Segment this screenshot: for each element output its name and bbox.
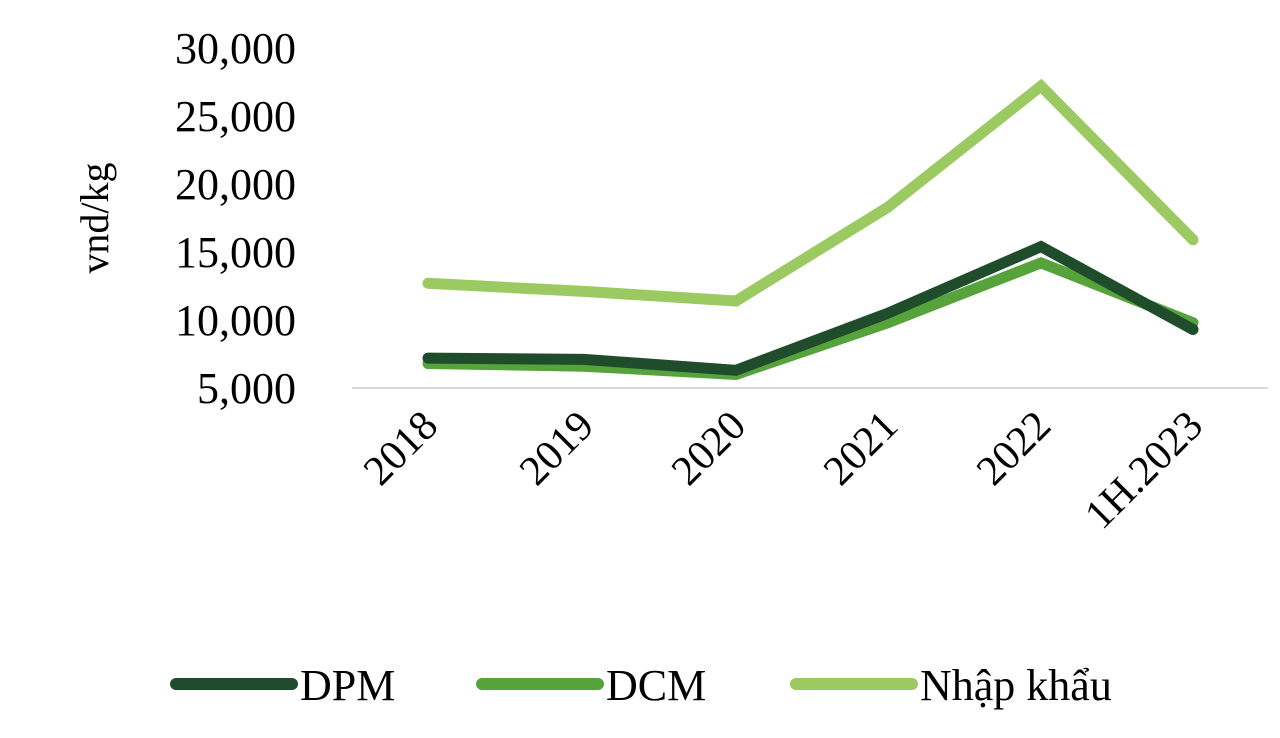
y-tick-label: 5,000: [197, 364, 296, 413]
x-tick-label: 2022: [968, 403, 1060, 495]
legend: DPM DCM Nhập khẩu: [170, 661, 1112, 710]
x-axis-ticks: 2018 2019 2020 2021 2022 1H.2023: [355, 403, 1212, 539]
legend-label: DCM: [606, 661, 706, 710]
legend-item: DPM: [170, 661, 395, 710]
y-axis-ticks: 5,000 10,000 15,000 20,000 25,000 30,000: [175, 24, 296, 413]
legend-item: Nhập khẩu: [790, 661, 1112, 710]
series-line-nhập-khẩu: [422, 78, 1199, 307]
legend-label: Nhập khẩu: [920, 661, 1112, 710]
series-line-dcm: [422, 256, 1199, 380]
x-tick-label: 2018: [355, 403, 447, 495]
x-tick-label: 2021: [815, 403, 907, 495]
y-axis-label: vnd/kg: [72, 162, 117, 273]
x-tick-label: 1H.2023: [1076, 403, 1212, 539]
x-tick-label: 2020: [663, 403, 755, 495]
series-lines: [422, 78, 1199, 380]
y-tick-label: 25,000: [175, 92, 296, 141]
y-tick-label: 15,000: [175, 228, 296, 277]
y-tick-label: 30,000: [175, 24, 296, 73]
y-tick-label: 20,000: [175, 160, 296, 209]
series-line-dpm: [422, 240, 1199, 376]
legend-item: DCM: [476, 661, 706, 710]
x-tick-label: 2019: [511, 403, 603, 495]
legend-label: DPM: [300, 661, 395, 710]
y-tick-label: 10,000: [175, 296, 296, 345]
